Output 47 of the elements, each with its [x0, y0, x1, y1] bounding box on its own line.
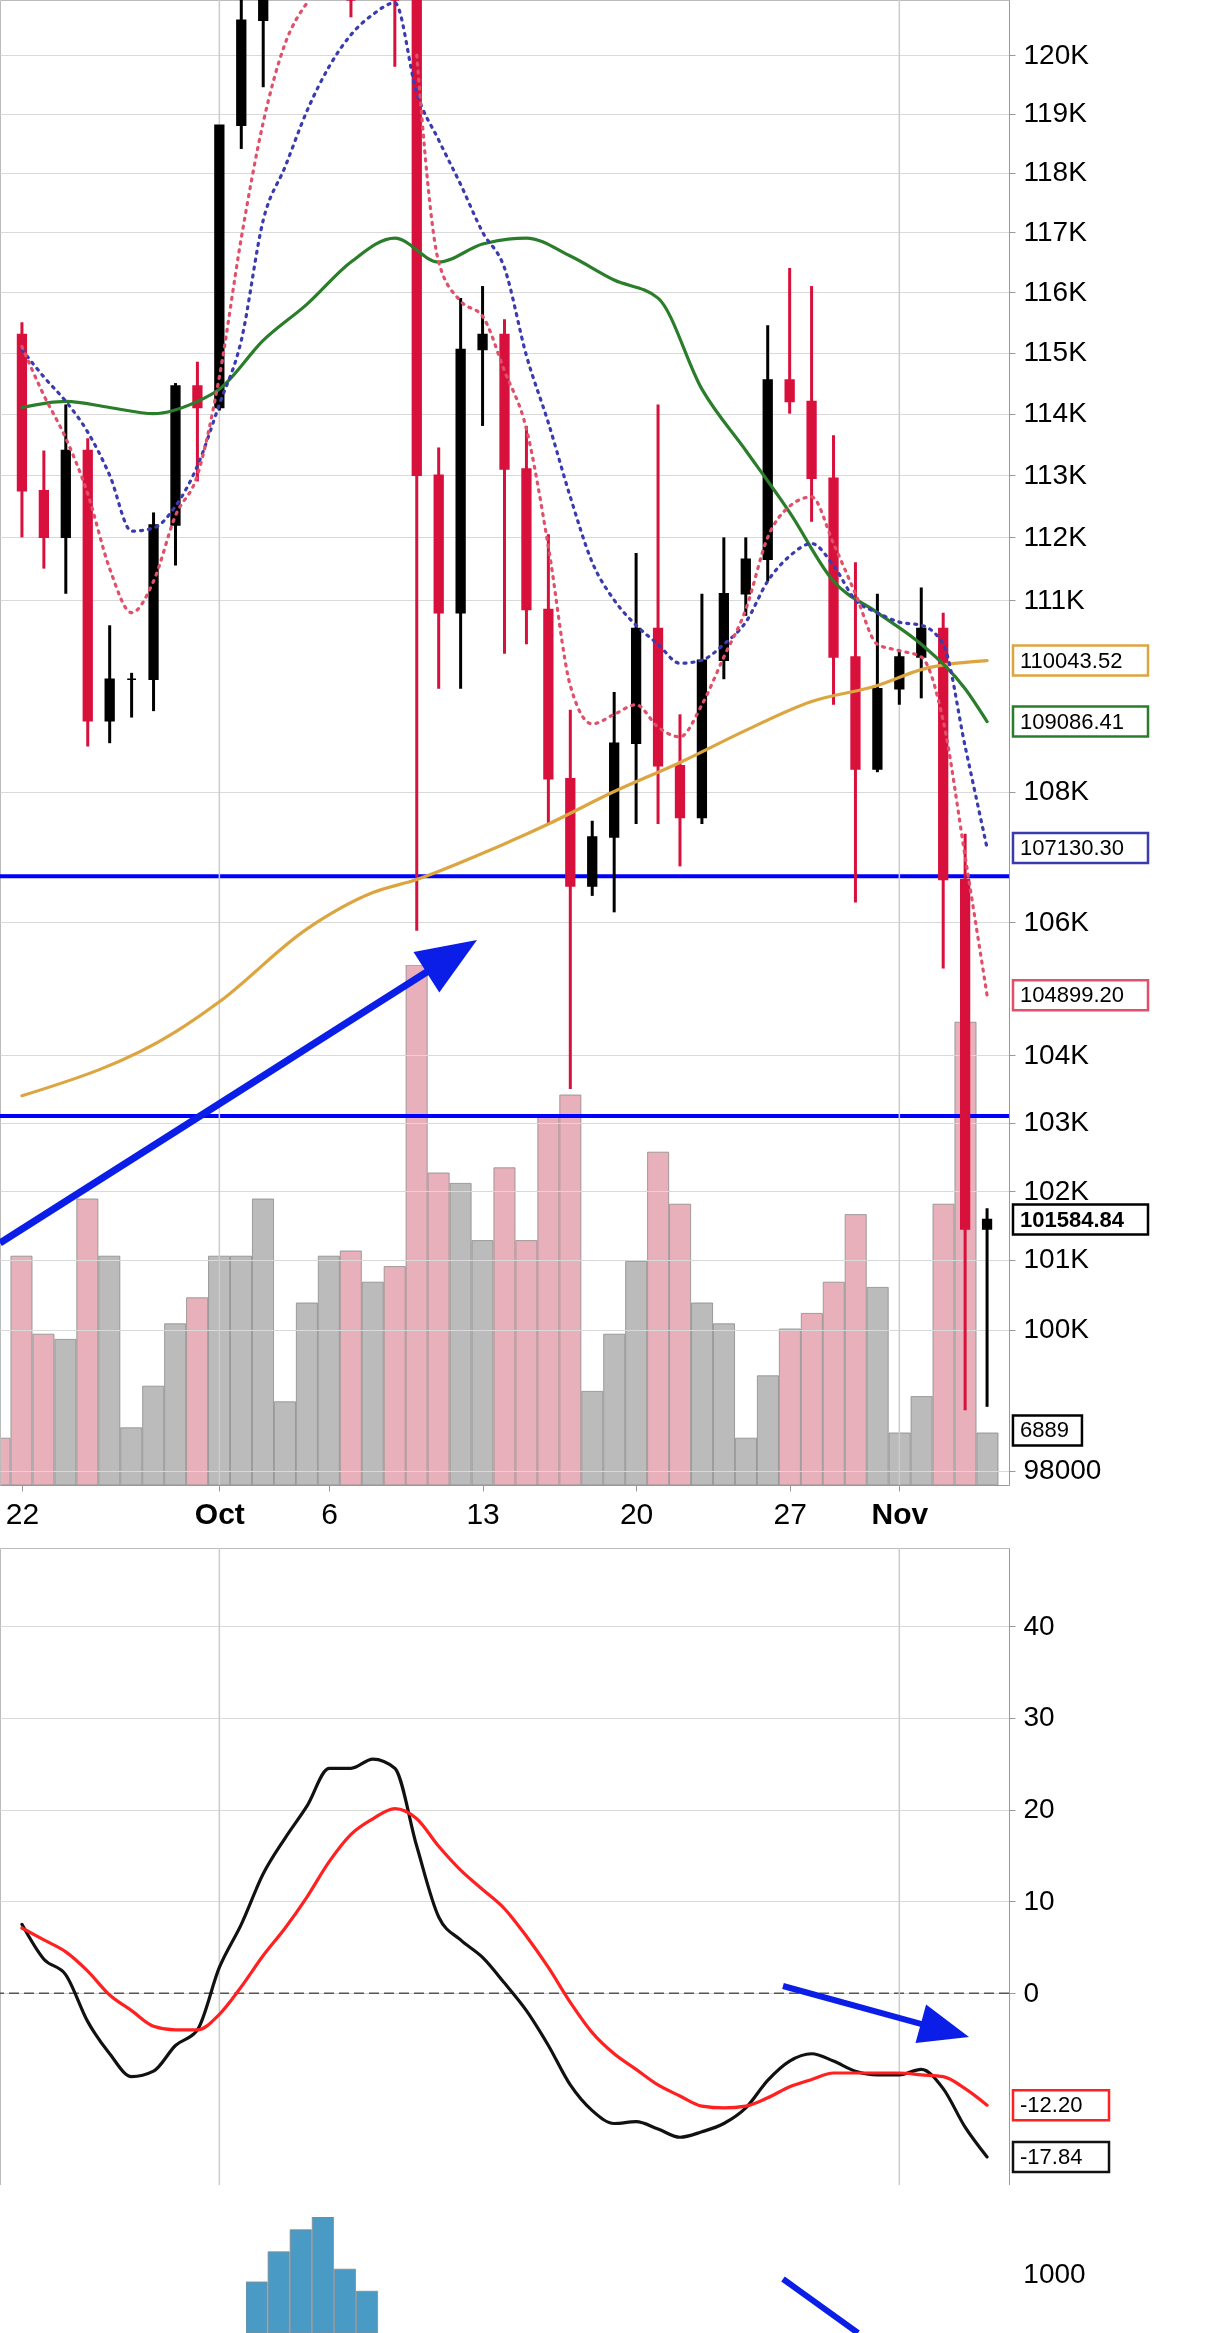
x-tick-label: 22: [5, 1496, 40, 1530]
text: 6889: [1020, 1417, 1069, 1443]
y-tick-label: 115K: [1023, 336, 1088, 368]
text: 1000: [1022, 2258, 1086, 2289]
data-label: -17.84: [1020, 2143, 1083, 2169]
x-tick-label: 6: [321, 1496, 338, 1530]
y-tick-label: 40: [1023, 1609, 1055, 1641]
data-label: 107130.30: [1020, 835, 1124, 861]
data-label: 109086.41: [1020, 708, 1124, 734]
line-series: [20, 236, 989, 724]
y-tick-label: 108K: [1023, 775, 1090, 807]
y-tick-label: 113K: [1023, 458, 1088, 490]
x-tick-label: 13: [466, 1496, 500, 1530]
y-tick-label: 30: [1023, 1701, 1055, 1733]
y-tick-label: 112K: [1023, 520, 1088, 552]
x-tick-label: Oct: [194, 1496, 245, 1530]
data-label: 104899.20: [1020, 982, 1124, 1008]
y-tick-label: 101K: [1023, 1243, 1090, 1275]
candlestick: [981, 1208, 993, 1407]
y-tick-label: 106K: [1023, 905, 1090, 937]
y-tick-label: 98000: [1023, 1454, 1102, 1486]
x-tick-label: 20: [619, 1496, 654, 1530]
data-label: -12.20: [1020, 2092, 1083, 2118]
candlestick: [477, 286, 488, 426]
y-tick-label: 20: [1023, 1793, 1055, 1825]
y-tick-label: 119K: [1023, 97, 1088, 129]
y-tick-label: 100K: [1023, 1313, 1090, 1345]
y-tick-label: 0: [1023, 1976, 1040, 2008]
x-tick-label: 27: [773, 1496, 807, 1530]
y-tick-label: 118K: [1023, 156, 1088, 188]
y-tick-label: 116K: [1023, 275, 1088, 307]
line-series: [20, 658, 989, 1098]
line-series: [20, 1757, 989, 2159]
y-tick-label: 104K: [1023, 1038, 1090, 1070]
y-tick-label: 117K: [1023, 215, 1088, 247]
line-series: [20, 1807, 989, 2110]
y-tick-label: 114K: [1023, 397, 1088, 429]
x-tick-label: Nov: [871, 1496, 929, 1530]
text: 101584.84: [1020, 1206, 1124, 1232]
candlestick: [784, 268, 795, 414]
y-tick-label: 10: [1023, 1884, 1055, 1916]
y-tick-label: 111K: [1023, 583, 1086, 615]
y-tick-label: 102K: [1023, 1174, 1090, 1206]
data-label: 110043.52: [1020, 647, 1123, 673]
y-tick-label: 103K: [1023, 1106, 1090, 1138]
y-tick-label: 120K: [1023, 38, 1090, 70]
candlestick: [258, 0, 269, 89]
